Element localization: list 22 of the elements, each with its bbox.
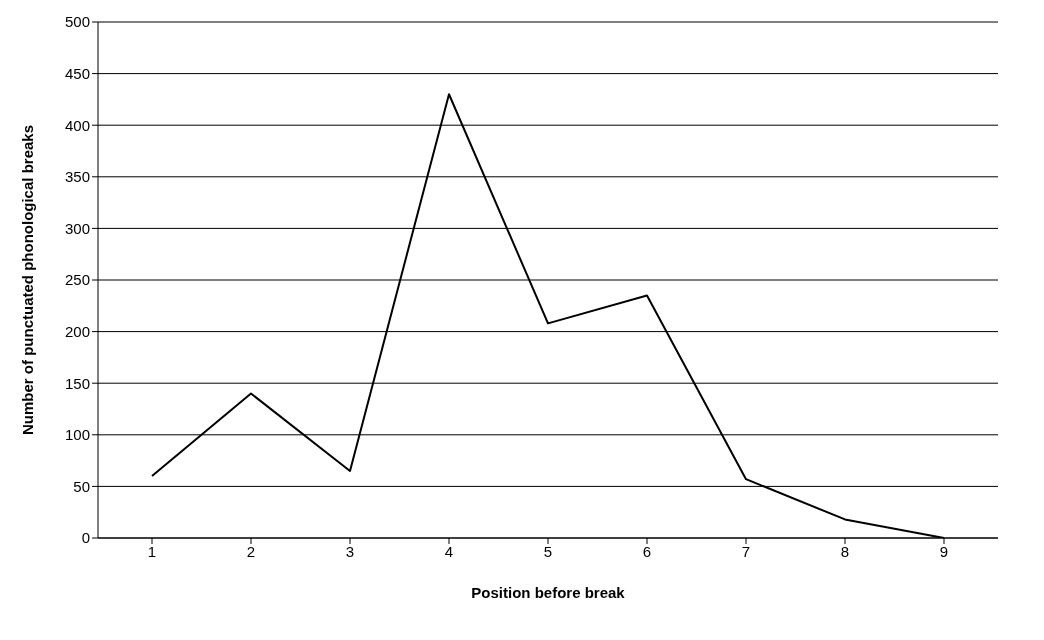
x-tick-label: 1	[147, 542, 157, 560]
x-tick-label: 9	[939, 542, 949, 560]
y-tick-label: 300	[64, 219, 90, 237]
x-tick-label: 3	[345, 542, 355, 560]
y-tick-label: 100	[64, 426, 90, 444]
y-tick-label: 350	[64, 168, 90, 186]
y-tick-label: 400	[64, 116, 90, 134]
x-tick-label: 4	[444, 542, 454, 560]
y-tick-label: 250	[64, 271, 90, 289]
y-tick-label: 200	[64, 322, 90, 340]
y-tick-label: 500	[64, 13, 90, 31]
x-axis-title: Position before break	[471, 584, 626, 601]
y-tick-label: 450	[64, 64, 90, 82]
y-tick-label: 150	[64, 374, 90, 392]
y-axis-title: Number of punctuated phonological breaks	[19, 124, 37, 436]
x-tick-label: 7	[741, 542, 751, 560]
x-tick-label: 6	[642, 542, 652, 560]
x-tick-label: 5	[543, 542, 553, 560]
x-tick-label: 8	[840, 542, 850, 560]
y-tick-label: 0	[81, 529, 90, 547]
y-tick-label: 50	[73, 477, 90, 495]
x-tick-label: 2	[246, 542, 256, 560]
